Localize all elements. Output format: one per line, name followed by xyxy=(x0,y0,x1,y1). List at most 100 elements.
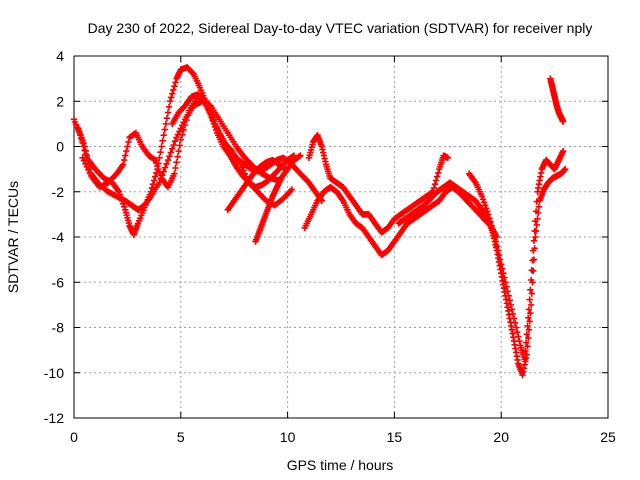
x-tick-label: 5 xyxy=(177,429,185,445)
data-point xyxy=(479,196,487,203)
data-point xyxy=(529,257,536,264)
data-point xyxy=(211,123,219,131)
data-point xyxy=(485,211,492,218)
data-point xyxy=(174,153,181,160)
data-point xyxy=(492,238,500,245)
data-point xyxy=(171,138,179,145)
data-point xyxy=(150,177,158,184)
y-tick-label: -10 xyxy=(44,365,64,381)
data-point xyxy=(481,202,489,209)
data-point xyxy=(151,156,159,164)
data-point xyxy=(532,233,539,241)
x-tick-label: 15 xyxy=(387,429,403,445)
data-point xyxy=(177,136,184,143)
data-point xyxy=(516,337,523,345)
data-point xyxy=(507,301,515,309)
data-point xyxy=(480,199,488,206)
data-point xyxy=(155,165,162,173)
data-point xyxy=(170,86,177,94)
data-point xyxy=(183,116,190,124)
data-point xyxy=(181,121,189,129)
x-axis-label: GPS time / hours xyxy=(287,457,394,473)
data-point xyxy=(157,171,164,179)
gridlines xyxy=(74,56,608,418)
data-point xyxy=(81,143,88,150)
data-point xyxy=(486,214,493,222)
data-point xyxy=(527,286,534,293)
series-track-10 xyxy=(465,147,567,363)
data-point xyxy=(160,131,167,139)
data-point xyxy=(510,315,518,322)
data-point xyxy=(522,339,530,346)
data-point xyxy=(164,156,172,164)
data-point xyxy=(154,162,161,170)
series-track-4 xyxy=(169,91,298,191)
data-point xyxy=(184,112,192,119)
series-track-6 xyxy=(252,152,304,245)
y-tick-label: -2 xyxy=(52,184,65,200)
series-track-9 xyxy=(395,165,569,379)
data-point xyxy=(559,147,567,155)
data-point xyxy=(505,292,512,300)
data-point xyxy=(499,265,506,272)
data-point xyxy=(431,181,439,188)
data-point xyxy=(527,301,535,309)
data-point xyxy=(153,159,160,167)
data-point xyxy=(172,79,179,86)
data-point xyxy=(163,160,170,168)
data-point xyxy=(165,103,173,111)
data-marks xyxy=(70,64,569,379)
y-tick-label: -4 xyxy=(52,229,65,245)
data-point xyxy=(514,328,521,336)
series-track-1 xyxy=(70,64,325,238)
data-point xyxy=(212,126,220,134)
data-point xyxy=(175,147,182,155)
data-point xyxy=(207,111,214,119)
data-point xyxy=(171,82,178,90)
x-tick-label: 0 xyxy=(70,429,78,445)
x-tick-label: 25 xyxy=(600,429,616,445)
data-point xyxy=(559,118,567,125)
data-point xyxy=(179,131,186,139)
y-tick-label: -8 xyxy=(52,320,65,336)
data-point xyxy=(75,125,82,132)
data-point xyxy=(525,326,533,333)
data-point xyxy=(124,143,131,150)
y-tick-labels: 4 2 0 -2 -4 -6 -8 -10 -12 xyxy=(44,48,64,426)
series-track-8 xyxy=(305,131,451,236)
data-point xyxy=(490,230,497,237)
data-point xyxy=(433,173,441,180)
data-point xyxy=(522,347,529,355)
data-point xyxy=(506,297,513,304)
data-point xyxy=(83,152,91,159)
data-point xyxy=(478,193,486,200)
data-point xyxy=(79,137,86,144)
data-point xyxy=(171,170,178,177)
data-point xyxy=(528,290,536,297)
data-point xyxy=(164,109,172,116)
data-point xyxy=(123,147,130,155)
data-point xyxy=(500,270,507,277)
y-tick-label: 4 xyxy=(56,48,64,64)
data-point xyxy=(530,247,537,254)
data-point xyxy=(120,156,128,164)
y-axis-label: SDTVAR / TECUs xyxy=(5,181,21,293)
data-point xyxy=(504,288,511,295)
y-tick-label: 2 xyxy=(56,93,64,109)
data-point xyxy=(530,237,538,244)
data-point xyxy=(78,134,85,141)
x-tick-labels: 0 5 10 15 20 25 xyxy=(70,429,616,445)
data-point xyxy=(533,221,540,229)
data-point xyxy=(173,159,180,166)
data-point xyxy=(502,279,509,286)
data-point xyxy=(535,203,543,211)
data-point xyxy=(509,310,517,318)
data-point xyxy=(161,126,168,133)
data-point xyxy=(430,184,438,192)
data-point xyxy=(525,314,532,321)
data-point xyxy=(159,137,166,145)
data-point xyxy=(156,154,163,162)
data-point xyxy=(176,142,183,149)
data-point xyxy=(189,69,196,77)
data-point xyxy=(533,198,540,205)
